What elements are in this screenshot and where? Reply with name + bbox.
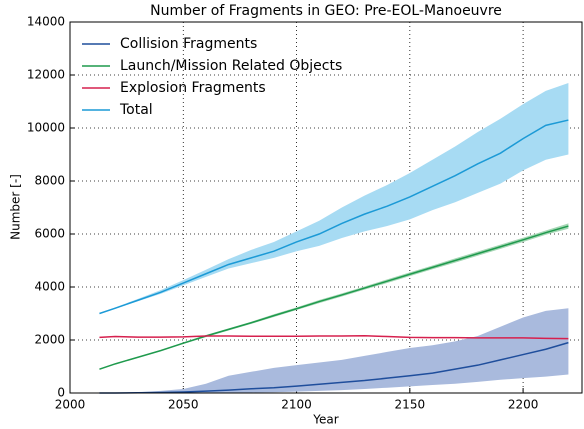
- y-tick-label: 2000: [34, 333, 65, 347]
- x-axis-label: Year: [312, 413, 338, 427]
- y-tick-label: 0: [57, 386, 65, 400]
- series-line: [99, 119, 569, 315]
- series-line: [99, 335, 569, 340]
- legend-label: Total: [119, 102, 153, 118]
- plot-frame: [69, 21, 583, 394]
- chart-title: Number of Fragments in GEO: Pre-EOL-Mano…: [150, 3, 502, 19]
- legend-label: Launch/Mission Related Objects: [120, 58, 342, 74]
- y-axis-label: Number [-]: [9, 174, 23, 240]
- legend-label: Explosion Fragments: [120, 80, 266, 96]
- uncertainty-band: [99, 82, 569, 315]
- x-tick-label: 2050: [168, 398, 199, 412]
- series-line: [99, 225, 569, 370]
- x-tick-label: 2150: [395, 398, 426, 412]
- y-tick-label: 4000: [34, 280, 65, 294]
- x-tick-label: 2200: [508, 398, 539, 412]
- x-tick-label: 2000: [55, 398, 86, 412]
- y-tick-label: 6000: [34, 227, 65, 241]
- y-tick-label: 8000: [34, 174, 65, 188]
- uncertainty-band: [99, 308, 569, 393]
- legend-label: Collision Fragments: [120, 36, 257, 52]
- x-tick-label: 2100: [281, 398, 312, 412]
- y-tick-label: 12000: [27, 68, 65, 82]
- series-line: [99, 341, 569, 394]
- y-tick-label: 10000: [27, 121, 65, 135]
- y-tick-label: 14000: [27, 15, 65, 29]
